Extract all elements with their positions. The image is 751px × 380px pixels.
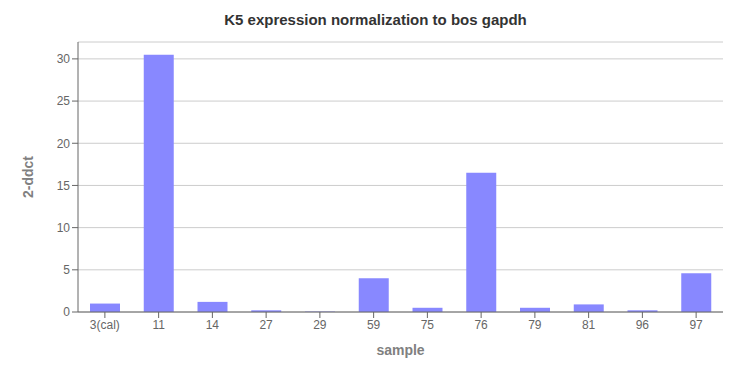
svg-text:79: 79 bbox=[528, 318, 542, 332]
svg-text:20: 20 bbox=[57, 137, 71, 151]
svg-text:2-ddct: 2-ddct bbox=[20, 156, 36, 198]
svg-text:29: 29 bbox=[313, 318, 327, 332]
svg-text:25: 25 bbox=[57, 94, 71, 108]
svg-text:81: 81 bbox=[582, 318, 596, 332]
svg-text:97: 97 bbox=[689, 318, 703, 332]
svg-text:5: 5 bbox=[63, 263, 70, 277]
svg-text:96: 96 bbox=[636, 318, 650, 332]
svg-text:76: 76 bbox=[474, 318, 488, 332]
svg-text:0: 0 bbox=[63, 305, 70, 319]
svg-text:3(cal): 3(cal) bbox=[90, 318, 120, 332]
svg-text:30: 30 bbox=[57, 52, 71, 66]
svg-text:59: 59 bbox=[367, 318, 381, 332]
svg-text:14: 14 bbox=[206, 318, 220, 332]
svg-text:15: 15 bbox=[57, 179, 71, 193]
svg-text:11: 11 bbox=[152, 318, 165, 332]
svg-text:10: 10 bbox=[57, 221, 71, 235]
svg-text:75: 75 bbox=[421, 318, 435, 332]
html-text:K5 expression normalization to: K5 expression normalization to bos gapdh bbox=[224, 11, 527, 28]
svg-text:27: 27 bbox=[259, 318, 273, 332]
svg-text:sample: sample bbox=[376, 342, 424, 358]
